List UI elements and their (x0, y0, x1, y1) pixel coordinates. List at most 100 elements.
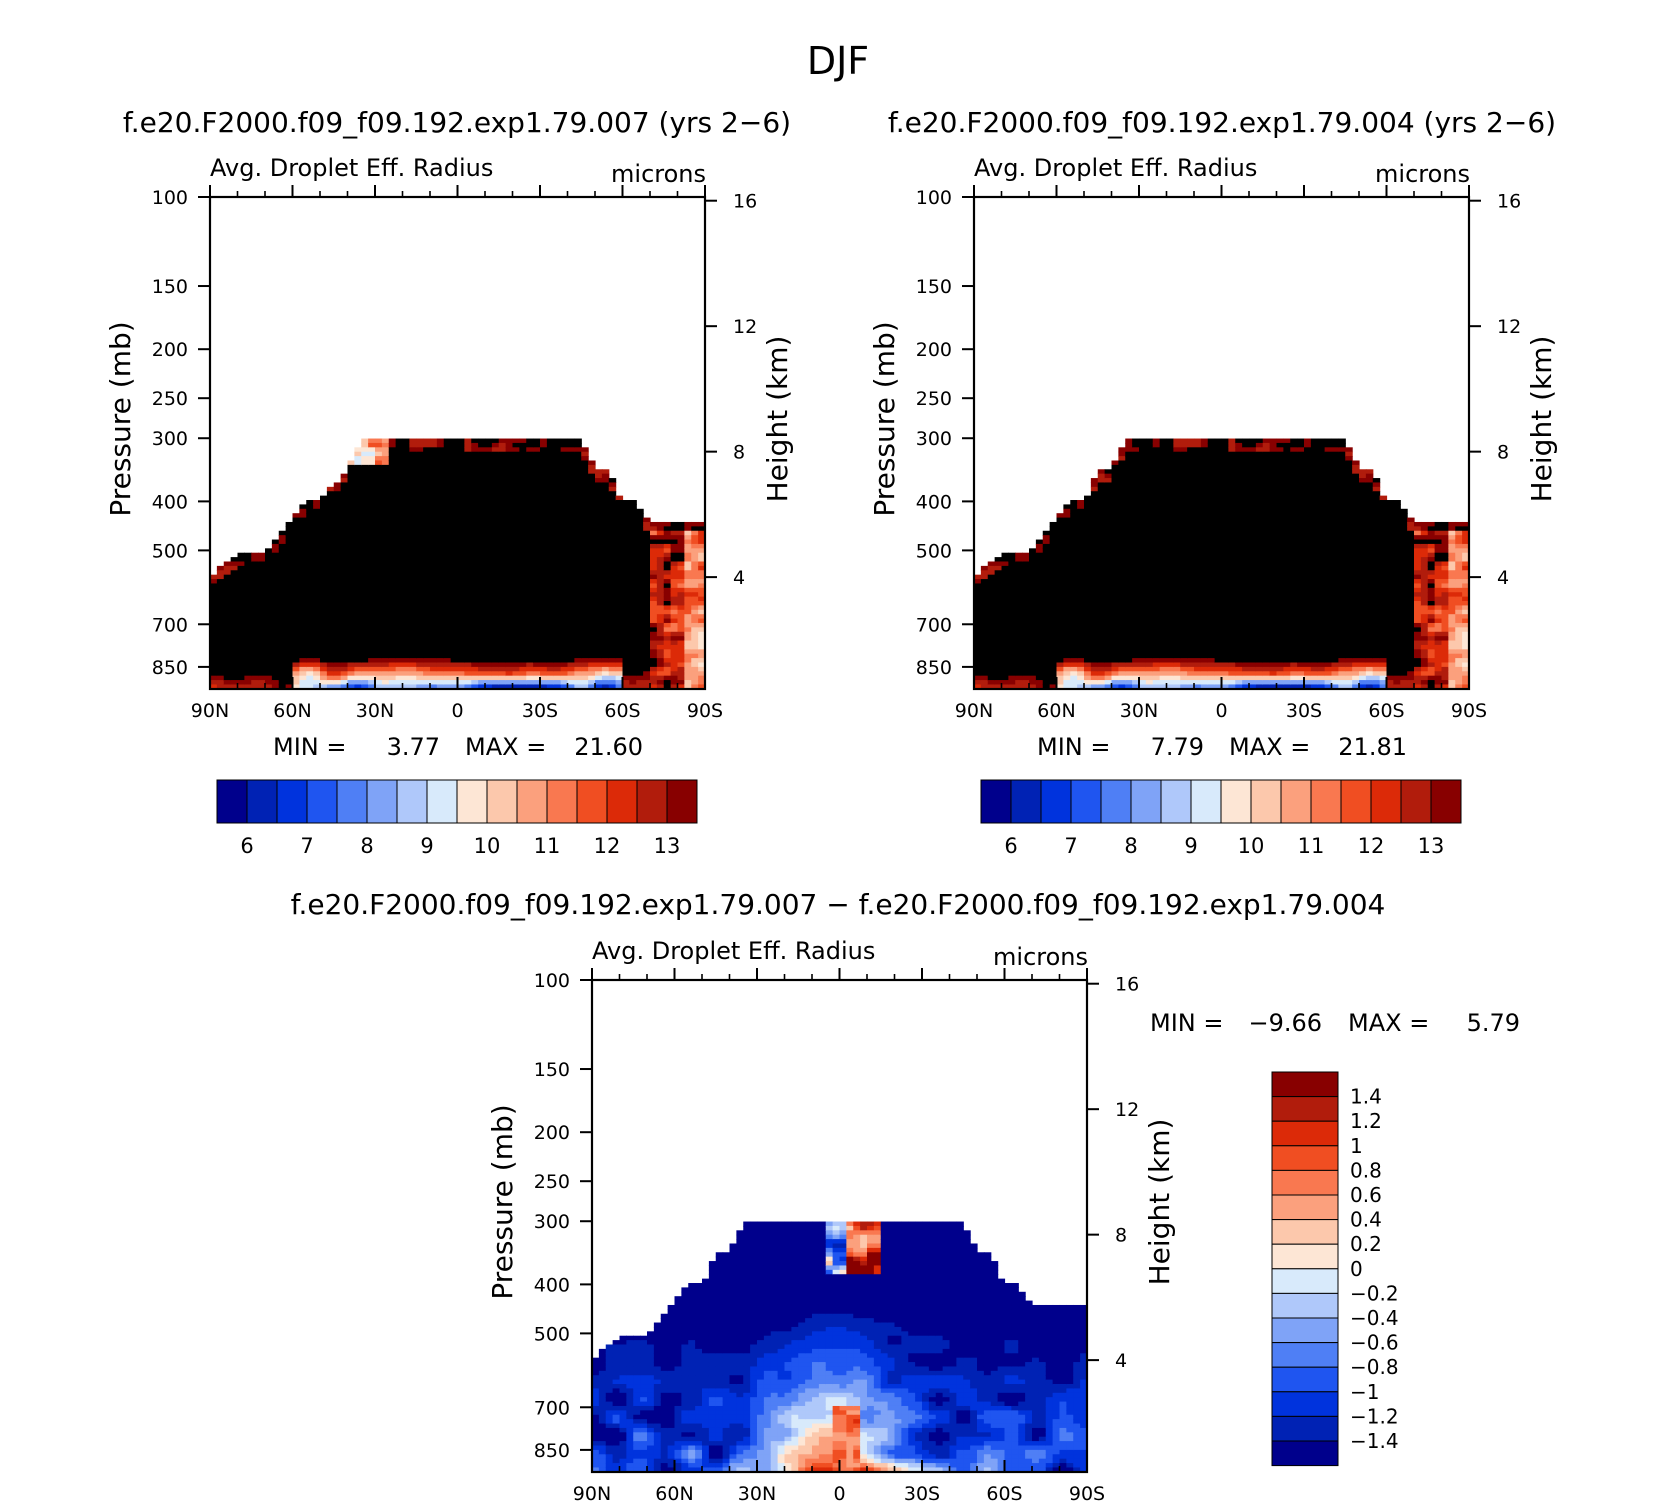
field-cell (423, 627, 431, 633)
field-cell (285, 658, 294, 664)
field-cell (1022, 596, 1030, 602)
colorbar-label: 13 (654, 834, 681, 858)
field-cell (698, 557, 705, 563)
field-cell (430, 478, 438, 484)
field-cell (402, 640, 410, 646)
field-cell (629, 614, 637, 620)
field-cell (423, 605, 431, 611)
field-cell (320, 596, 328, 602)
field-cell (306, 618, 314, 624)
field-cell (320, 548, 328, 554)
field-cell (663, 605, 672, 611)
field-cell (498, 513, 507, 519)
field-cell (1104, 565, 1113, 571)
field-cell (553, 521, 562, 527)
field-cell (1029, 666, 1037, 672)
field-cell (1125, 438, 1133, 444)
field-cell (622, 526, 630, 532)
field-cell (258, 649, 266, 655)
field-cell (1166, 557, 1174, 563)
field-cell (1042, 622, 1051, 628)
field-cell (1118, 447, 1126, 453)
field-cell (1084, 517, 1092, 523)
field-cell (1118, 666, 1126, 672)
field-cell (615, 517, 624, 523)
field-cell (1159, 469, 1168, 475)
field-cell (478, 675, 486, 681)
field-cell (299, 675, 307, 681)
field-cell (540, 451, 548, 457)
field-cell (1042, 583, 1051, 589)
field-cell (1159, 570, 1168, 576)
field-cell (636, 548, 644, 554)
field-cell (540, 658, 548, 664)
field-cell (471, 486, 479, 492)
field-cell (333, 521, 342, 527)
field-cell (361, 605, 369, 611)
field-cell (505, 574, 514, 580)
field-cell (464, 486, 472, 492)
field-cell (670, 614, 679, 620)
field-cell (1049, 627, 1058, 633)
field-cell (622, 671, 630, 677)
field-cell (409, 649, 417, 655)
field-cell (1063, 666, 1071, 672)
field-cell (1022, 601, 1030, 606)
field-cell (546, 548, 555, 554)
field-cell (334, 693, 341, 698)
field-cell (313, 526, 321, 532)
field-cell (498, 543, 507, 549)
field-cell (464, 460, 472, 466)
field-cell (395, 535, 404, 541)
field-cell (340, 644, 349, 650)
field-cell (271, 622, 280, 628)
field-cell (698, 561, 705, 567)
field-cell (512, 649, 520, 655)
field-cell (1111, 653, 1119, 659)
field-cell (244, 644, 252, 650)
field-cell (1084, 504, 1092, 510)
field-cell (574, 495, 582, 501)
field-cell (1145, 482, 1154, 488)
field-cell (450, 504, 459, 510)
field-cell (402, 517, 410, 523)
field-cell (1159, 675, 1168, 681)
field-cell (629, 535, 637, 541)
field-cell (1008, 614, 1016, 620)
field-cell (402, 609, 410, 615)
field-cell (244, 671, 252, 677)
field-cell (395, 605, 404, 611)
field-cell (216, 671, 225, 677)
field-cell (299, 557, 307, 563)
field-cell (216, 574, 225, 580)
field-cell (430, 552, 438, 558)
field-cell (1097, 609, 1106, 615)
field-cell (361, 495, 369, 501)
field-cell (1125, 662, 1133, 668)
field-cell (278, 530, 287, 536)
field-cell (457, 627, 465, 633)
field-cell (1153, 693, 1160, 698)
field-cell (1159, 473, 1168, 479)
field-cell (416, 618, 424, 624)
field-cell (1008, 631, 1016, 637)
field-cell (443, 557, 452, 563)
field-cell (1084, 539, 1092, 545)
field-cell (588, 640, 596, 646)
field-cell (326, 658, 335, 664)
field-cell (519, 469, 527, 475)
field-cell (395, 666, 404, 672)
field-cell (567, 662, 575, 668)
field-cell (1152, 504, 1161, 510)
field-cell (1042, 631, 1051, 637)
field-cell (292, 627, 300, 633)
field-cell (1090, 636, 1099, 642)
field-cell (588, 662, 596, 668)
field-cell (1152, 658, 1161, 664)
field-cell (1104, 609, 1113, 615)
field-cell (423, 565, 431, 571)
field-cell (237, 561, 245, 567)
field-cell (670, 671, 679, 677)
field-cell (320, 666, 328, 672)
field-cell (1118, 636, 1126, 642)
